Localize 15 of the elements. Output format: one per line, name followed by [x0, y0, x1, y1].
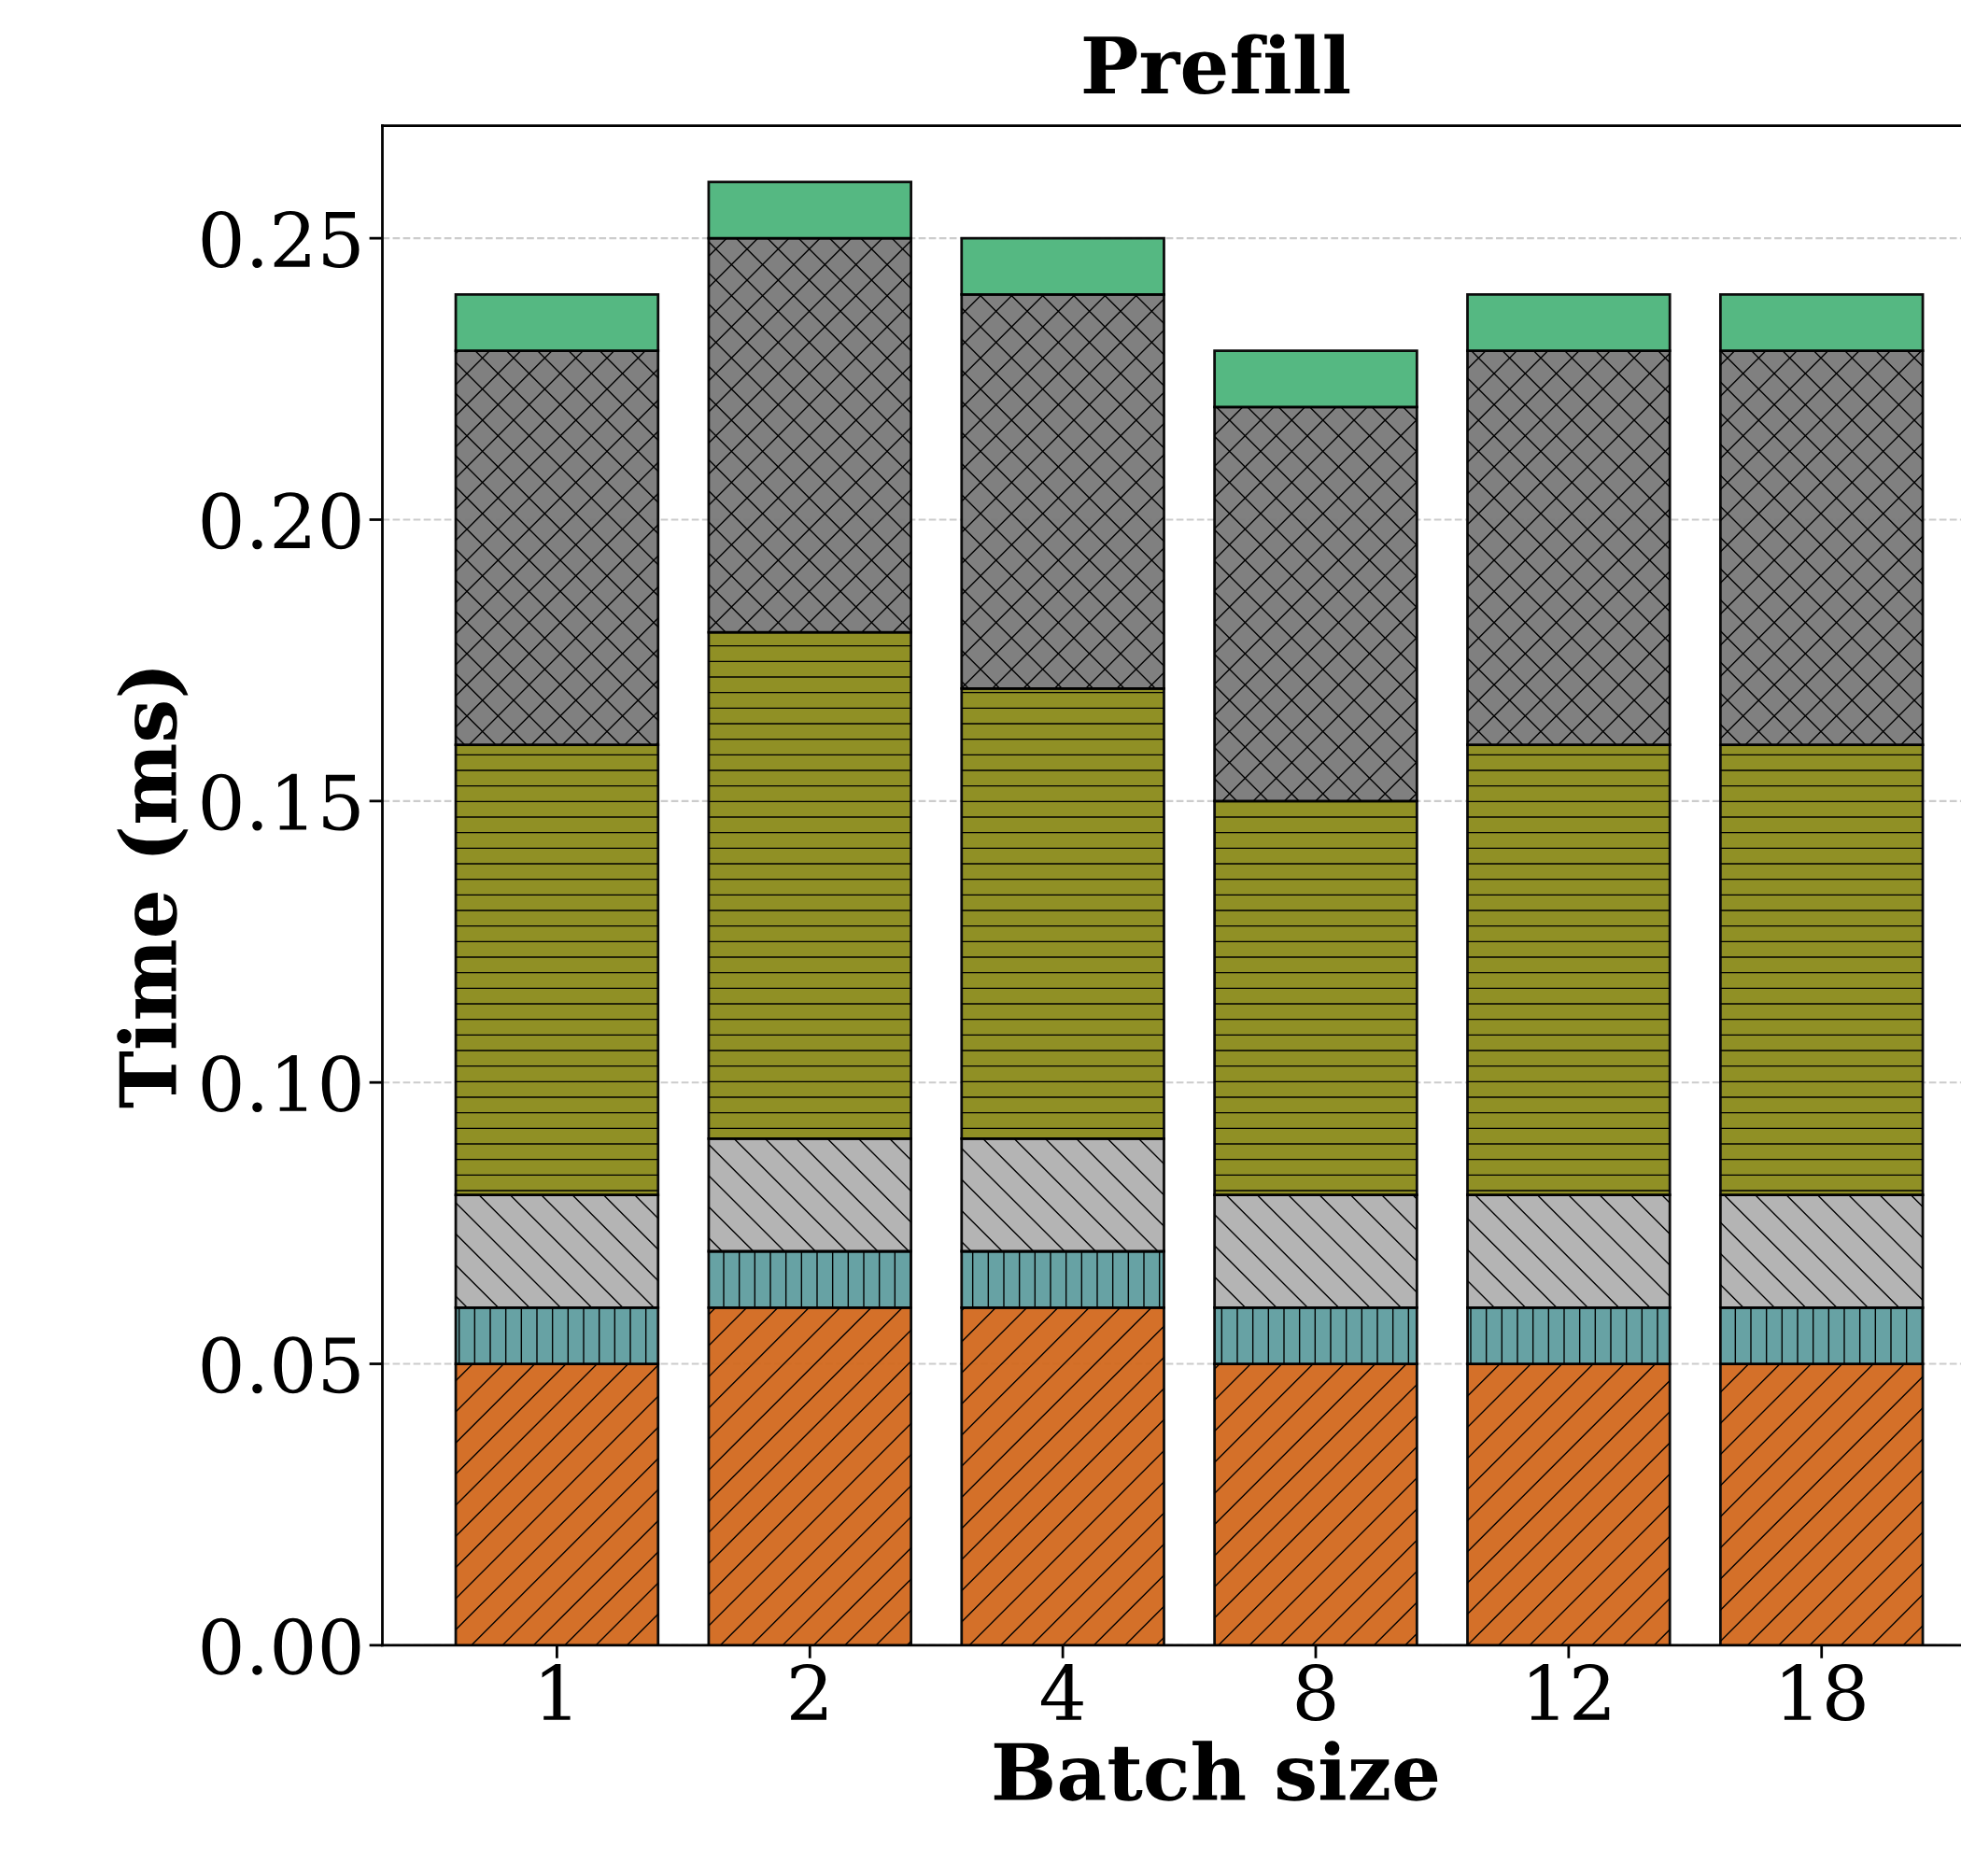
y-tick-label: 0.20: [202, 492, 360, 550]
x-tick-label: 12: [1530, 1664, 1610, 1720]
chart-title: Prefill: [1083, 34, 1350, 95]
x-tick-label: 1: [542, 1664, 571, 1720]
x-axis-title: Batch size: [994, 1741, 1438, 1801]
y-axis-title: Time (ms): [117, 670, 189, 1108]
y-tick-label: 0.10: [202, 1055, 360, 1112]
y-tick-label: 0.00: [202, 1617, 360, 1675]
x-tick-label: 2: [791, 1664, 826, 1720]
x-tick-label: 4: [1040, 1664, 1083, 1720]
x-tick-label: 8: [1296, 1664, 1335, 1721]
x-tick-label: 18: [1783, 1664, 1865, 1721]
y-tick-label: 0.25: [202, 210, 360, 268]
y-tick-label: 0.05: [202, 1336, 360, 1394]
y-tick-label: 0.15: [202, 773, 360, 831]
